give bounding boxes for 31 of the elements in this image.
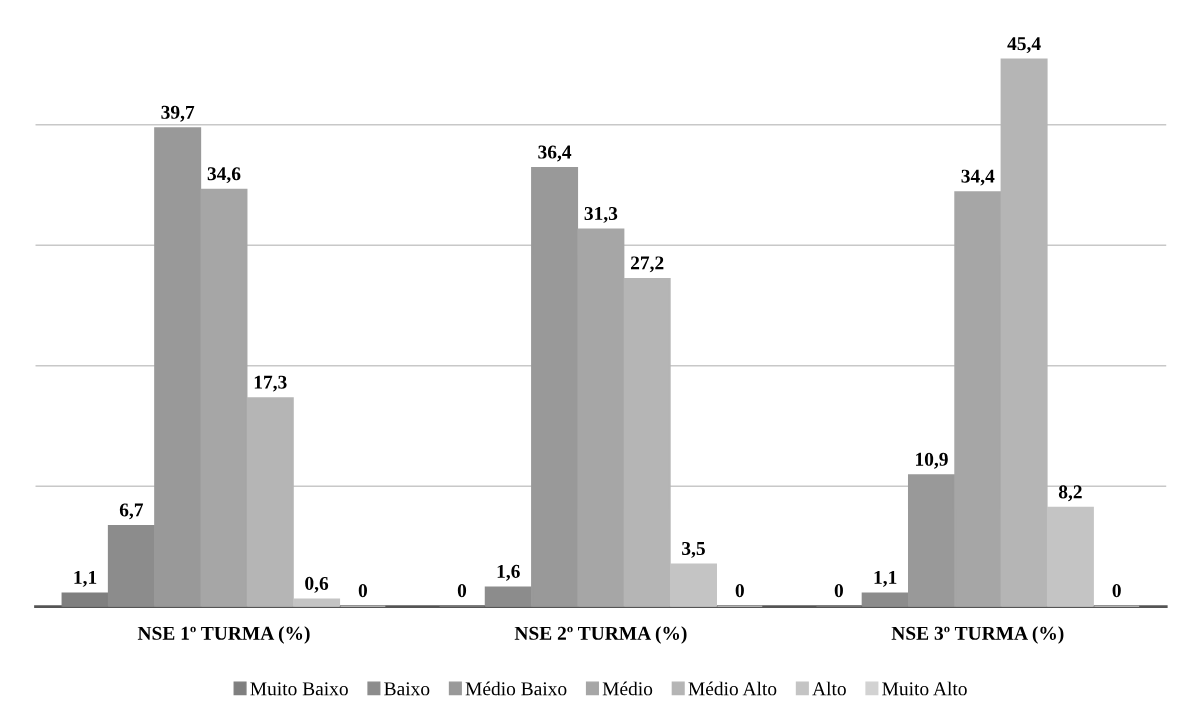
data-label: 1,1	[74, 570, 97, 587]
data-label: 3,5	[682, 541, 705, 558]
data-label: 31,3	[584, 206, 618, 223]
legend-label: Baixo	[384, 682, 430, 696]
data-label: 0	[735, 584, 744, 598]
data-label: 17,3	[254, 375, 287, 392]
data-label: 36,4	[538, 145, 572, 162]
data-label: 0,6	[305, 576, 329, 593]
data-label: 10,9	[916, 452, 948, 469]
x-tick-label: NSE 1º TURMA (%)	[137, 626, 310, 644]
data-label: 0	[834, 584, 843, 598]
legend-label: Alto	[812, 681, 846, 696]
data-label: 34,6	[207, 167, 241, 184]
data-label: 27,2	[630, 256, 664, 273]
data-label: 45,4	[1007, 37, 1041, 53]
data-label: 0	[1112, 584, 1121, 598]
legend-label: Médio Alto	[688, 681, 777, 696]
data-label: 1,1	[874, 570, 897, 587]
data-label: 6,7	[119, 503, 144, 520]
data-label: 0	[358, 584, 368, 598]
data-label: 39,7	[161, 105, 195, 122]
data-label: 8,2	[1058, 485, 1082, 502]
data-label: 34,4	[961, 169, 995, 186]
x-tick-label: NSE 2º TURMA (%)	[514, 626, 687, 644]
x-tick-label: NSE 3º TURMA (%)	[891, 626, 1064, 644]
legend-label: Médio Baixo	[465, 681, 567, 696]
legend-label: Muito Alto	[882, 681, 967, 696]
data-label: 1,6	[497, 564, 520, 581]
data-label: 0	[457, 584, 467, 598]
legend-label: Muito Baixo	[250, 682, 348, 696]
legend-label: Médio	[602, 681, 653, 696]
